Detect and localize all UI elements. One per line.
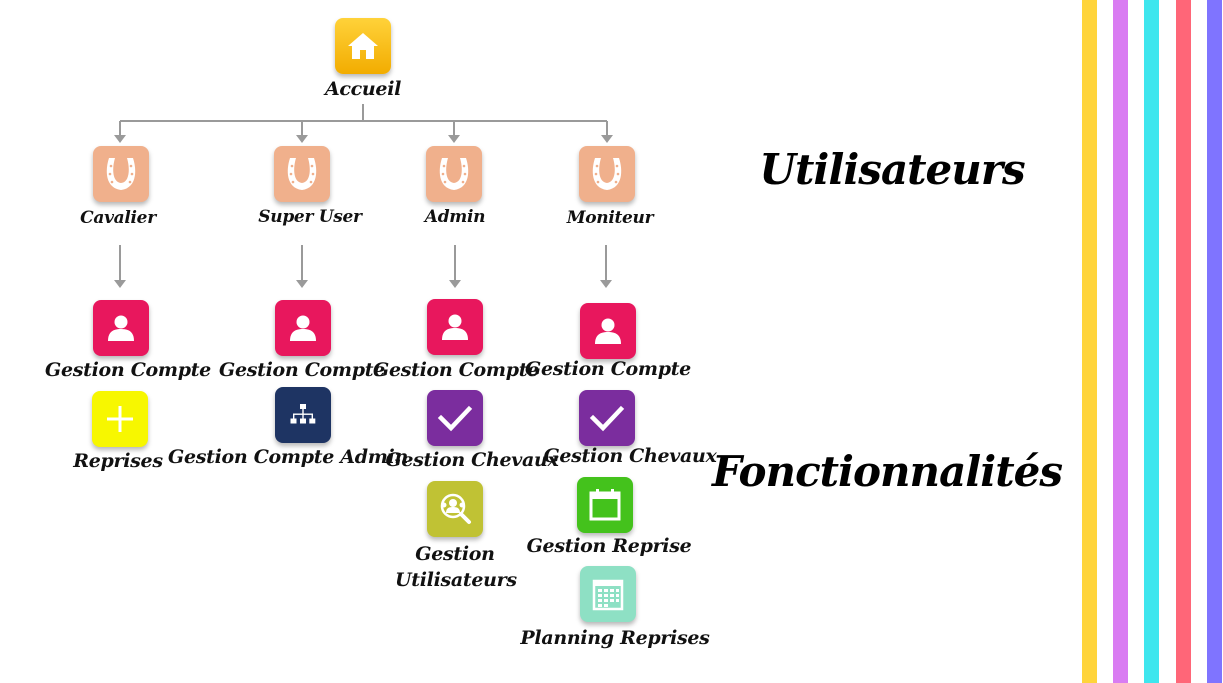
feature-label: Gestion Reprise xyxy=(526,535,692,557)
home-icon xyxy=(348,33,378,59)
arrow-head xyxy=(114,280,126,288)
horseshoe-icon xyxy=(106,158,136,190)
stripe-pink xyxy=(1176,0,1191,683)
role-node-moniteur[interactable] xyxy=(579,146,635,202)
feature-label: Gestion Utilisateurs xyxy=(395,543,517,591)
feature-gestion-chevaux-moniteur[interactable] xyxy=(579,390,635,446)
role-node-cavalier[interactable] xyxy=(93,146,149,202)
feature-gestion-compte-cavalier[interactable] xyxy=(93,300,149,356)
role-node-super-user[interactable] xyxy=(274,146,330,202)
checkmark-icon xyxy=(589,405,625,432)
feature-label: Gestion Compte xyxy=(45,359,211,381)
org-chart-icon xyxy=(290,404,316,424)
arrow-head xyxy=(296,280,308,288)
feature-label: Gestion Compte Admin xyxy=(168,446,408,468)
user-search-icon xyxy=(440,493,471,524)
role-label-moniteur: Moniteur xyxy=(566,208,654,228)
calendar-grid-icon xyxy=(592,579,624,611)
feature-label: Gestion Compte xyxy=(373,359,539,381)
accueil-node[interactable] xyxy=(335,18,391,74)
arrow-head xyxy=(449,280,461,288)
role-label-cavalier: Cavalier xyxy=(80,208,156,228)
user-icon xyxy=(442,314,468,340)
feature-label: Reprises xyxy=(73,450,163,472)
feature-label: Gestion Compte xyxy=(525,358,691,380)
feature-label: Gestion Chevaux xyxy=(543,445,717,467)
user-icon xyxy=(108,315,134,341)
arrow-head xyxy=(448,135,460,143)
arrow-head xyxy=(600,280,612,288)
plus-icon xyxy=(107,406,133,432)
role-label-admin: Admin xyxy=(424,207,486,227)
feature-gestion-compte-moniteur[interactable] xyxy=(580,303,636,359)
horseshoe-icon xyxy=(592,158,622,190)
calendar-icon xyxy=(589,489,621,521)
stripe-blue xyxy=(1207,0,1222,683)
accueil-label: Accueil xyxy=(324,78,402,100)
user-icon xyxy=(595,318,621,344)
feature-gestion-utilisateurs[interactable] xyxy=(427,481,483,537)
feature-label: Gestion Compte xyxy=(219,359,385,381)
arrow-head xyxy=(296,135,308,143)
arrow-head xyxy=(601,135,613,143)
feature-gestion-reprise[interactable] xyxy=(577,477,633,533)
arrow-head xyxy=(114,135,126,143)
stripe-yellow xyxy=(1082,0,1097,683)
horseshoe-icon xyxy=(439,158,469,190)
stripe-violet xyxy=(1113,0,1128,683)
feature-planning-reprises[interactable] xyxy=(580,566,636,622)
stripe-cyan xyxy=(1144,0,1159,683)
heading-fonctionnalites: Fonctionnalités xyxy=(712,447,1063,496)
checkmark-icon xyxy=(437,405,473,432)
feature-gestion-compte-admin[interactable] xyxy=(275,387,331,443)
user-icon xyxy=(290,315,316,341)
feature-gestion-compte-super-user[interactable] xyxy=(275,300,331,356)
feature-reprises-cavalier[interactable] xyxy=(92,391,148,447)
role-node-admin[interactable] xyxy=(426,146,482,202)
feature-label: Gestion Chevaux xyxy=(385,449,559,471)
role-label-super-user: Super User xyxy=(258,207,362,227)
feature-gestion-compte-admin-role[interactable] xyxy=(427,299,483,355)
heading-utilisateurs: Utilisateurs xyxy=(759,145,1025,194)
feature-label: Planning Reprises xyxy=(520,627,710,649)
horseshoe-icon xyxy=(287,158,317,190)
feature-gestion-chevaux-admin[interactable] xyxy=(427,390,483,446)
